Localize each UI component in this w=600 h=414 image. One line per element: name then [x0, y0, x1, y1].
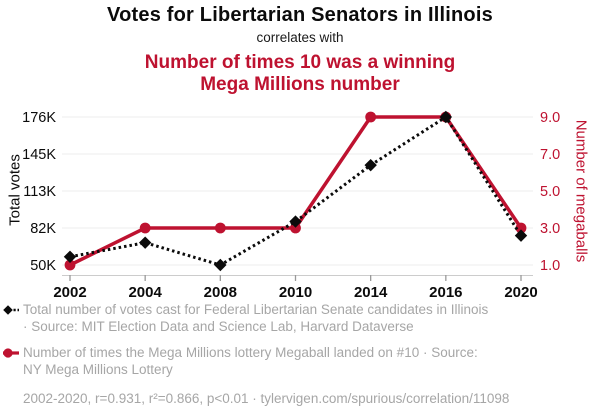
chart-subtitle-line-1: Number of times 10 was a winning	[144, 52, 456, 73]
chart-legend: Total number of votes cast for Federal L…	[3, 301, 581, 407]
svg-text:2010: 2010	[279, 284, 312, 301]
svg-text:2008: 2008	[204, 284, 237, 301]
svg-text:2014: 2014	[354, 284, 388, 301]
svg-text:145K: 145K	[22, 147, 56, 163]
svg-text:7.0: 7.0	[540, 147, 560, 163]
svg-text:2020: 2020	[504, 284, 537, 301]
svg-text:2004: 2004	[128, 284, 162, 301]
svg-text:1.0: 1.0	[540, 258, 560, 274]
legend-item-megaballs: Number of times the Mega Millions lotter…	[3, 344, 581, 378]
stats-footer: 2002-2020, r=0.931, r²=0.866, p<0.01 · t…	[23, 391, 510, 406]
svg-text:3.0: 3.0	[540, 221, 560, 237]
chart-subtitle-line-2: Mega Millions number	[200, 74, 400, 95]
chart-title: Votes for Libertarian Senators in Illino…	[107, 4, 493, 26]
svg-text:82K: 82K	[30, 221, 56, 237]
correlates-with-label: correlates with	[256, 30, 344, 45]
legend-text-line: Number of times the Mega Millions lotter…	[23, 345, 478, 360]
x-axis-tick-labels: 2002 2004 2008 2010 2014 2016 2020	[53, 284, 537, 301]
legend-text-line: Total number of votes cast for Federal L…	[23, 302, 489, 317]
circle-solid-line-icon	[3, 348, 19, 358]
svg-text:9.0: 9.0	[540, 110, 560, 126]
legend-item-total-votes: Total number of votes cast for Federal L…	[3, 301, 581, 335]
diamond-dotted-line-icon	[3, 305, 19, 315]
legend-text-line: NY Mega Millions Lottery	[23, 362, 173, 377]
svg-text:2016: 2016	[429, 284, 462, 301]
legend-text-line: · Source: MIT Election Data and Science …	[23, 319, 414, 334]
svg-text:2002: 2002	[53, 284, 86, 301]
legend-text-total-votes: Total number of votes cast for Federal L…	[23, 301, 488, 335]
x-axis	[62, 275, 533, 281]
series-total-votes	[63, 110, 528, 272]
svg-text:113K: 113K	[23, 184, 56, 200]
svg-text:5.0: 5.0	[540, 184, 560, 200]
svg-text:176K: 176K	[22, 110, 56, 126]
chart-subtitle: Number of times 10 was a winning Mega Mi…	[0, 52, 600, 96]
legend-text-megaballs: Number of times the Mega Millions lotter…	[23, 344, 478, 378]
y-axis-tick-labels-left: 50K 82K 113K 145K 176K	[22, 110, 56, 274]
svg-text:50K: 50K	[30, 258, 56, 274]
y-axis-tick-labels-right: 1.0 3.0 5.0 7.0 9.0	[540, 110, 560, 274]
